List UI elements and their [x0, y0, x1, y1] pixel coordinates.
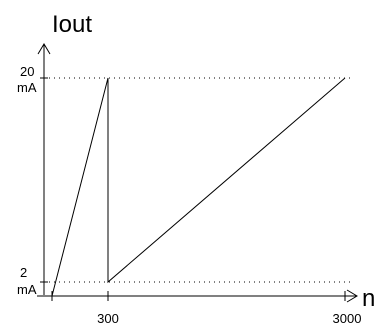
- y-tick-label-2: 2: [20, 265, 27, 280]
- series-line: [51, 77, 346, 297]
- x-tick-label-3000: 3000: [333, 311, 362, 326]
- x-axis-label: n: [362, 285, 375, 312]
- y-tick-label-2-unit: mA: [17, 282, 37, 297]
- x-axis-arrow: [346, 289, 358, 303]
- y-tick-label-20: 20: [20, 64, 34, 79]
- x-tick-label-300: 300: [97, 311, 119, 326]
- y-axis-label: Iout: [52, 11, 92, 38]
- y-tick-label-20-unit: mA: [17, 80, 37, 95]
- y-axis-arrow: [37, 43, 51, 55]
